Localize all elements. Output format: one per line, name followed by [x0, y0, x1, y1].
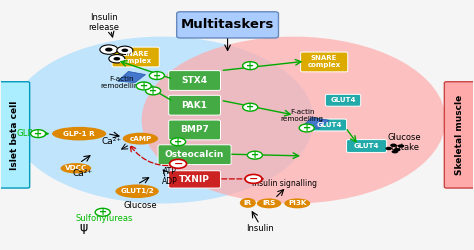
- Circle shape: [171, 138, 186, 146]
- Ellipse shape: [61, 163, 91, 173]
- Text: STX4: STX4: [182, 76, 208, 85]
- Circle shape: [247, 151, 263, 159]
- FancyBboxPatch shape: [311, 119, 346, 131]
- Circle shape: [170, 159, 187, 168]
- Text: IR: IR: [244, 200, 252, 206]
- Circle shape: [299, 124, 314, 132]
- Text: Ca²⁺: Ca²⁺: [73, 170, 92, 178]
- Text: F-actin
remodelling: F-actin remodelling: [281, 109, 324, 122]
- FancyBboxPatch shape: [444, 82, 474, 188]
- Circle shape: [394, 148, 401, 152]
- FancyBboxPatch shape: [169, 120, 220, 140]
- Text: Multitaskers: Multitaskers: [181, 18, 274, 31]
- Text: +: +: [251, 150, 259, 160]
- Text: GLUT4: GLUT4: [316, 122, 342, 128]
- Text: TXNIP: TXNIP: [179, 175, 210, 184]
- Polygon shape: [118, 72, 146, 83]
- Text: GLUT1/2: GLUT1/2: [120, 188, 154, 194]
- Ellipse shape: [284, 198, 310, 208]
- Circle shape: [31, 130, 46, 138]
- Text: GLP-1: GLP-1: [16, 129, 41, 138]
- Text: +: +: [153, 70, 161, 81]
- FancyBboxPatch shape: [177, 12, 278, 38]
- Text: Sulfonylureas: Sulfonylureas: [75, 214, 133, 223]
- FancyBboxPatch shape: [0, 82, 30, 188]
- FancyBboxPatch shape: [301, 52, 348, 72]
- Circle shape: [149, 72, 164, 80]
- Ellipse shape: [52, 127, 106, 140]
- Circle shape: [109, 54, 125, 63]
- Text: F-actin
remodelling: F-actin remodelling: [100, 76, 143, 89]
- Text: PAK1: PAK1: [182, 101, 208, 110]
- Text: +: +: [174, 137, 182, 147]
- Text: +: +: [99, 207, 107, 217]
- Text: +: +: [140, 81, 148, 91]
- Text: PI3K: PI3K: [288, 200, 307, 206]
- Ellipse shape: [240, 198, 256, 208]
- FancyBboxPatch shape: [169, 171, 220, 188]
- Text: VDCC: VDCC: [64, 165, 87, 171]
- Ellipse shape: [116, 184, 159, 198]
- Text: GLP-1 R: GLP-1 R: [64, 131, 95, 137]
- Ellipse shape: [9, 36, 314, 203]
- Text: Islet beta cell: Islet beta cell: [10, 100, 19, 170]
- FancyBboxPatch shape: [112, 47, 159, 67]
- Text: Glucose
uptake: Glucose uptake: [387, 133, 421, 152]
- Text: +: +: [246, 61, 254, 71]
- Text: Ca²⁺: Ca²⁺: [101, 137, 121, 146]
- Ellipse shape: [123, 133, 158, 144]
- Circle shape: [245, 174, 262, 183]
- Text: BMP7: BMP7: [180, 126, 209, 134]
- Polygon shape: [301, 117, 329, 128]
- Text: Skeletal muscle: Skeletal muscle: [455, 95, 464, 175]
- Text: Insulin: Insulin: [246, 224, 273, 233]
- Text: +: +: [303, 123, 311, 133]
- Circle shape: [117, 46, 133, 54]
- Circle shape: [398, 144, 404, 148]
- Circle shape: [113, 57, 120, 60]
- Ellipse shape: [257, 198, 281, 208]
- Circle shape: [95, 208, 110, 216]
- Circle shape: [146, 87, 161, 95]
- Circle shape: [243, 62, 258, 70]
- Text: ATP
ADP: ATP ADP: [162, 167, 178, 186]
- FancyBboxPatch shape: [325, 94, 361, 106]
- FancyBboxPatch shape: [169, 70, 220, 90]
- Text: SNARE
complex: SNARE complex: [308, 56, 341, 68]
- Circle shape: [136, 82, 151, 90]
- Circle shape: [243, 103, 258, 111]
- FancyBboxPatch shape: [169, 95, 220, 115]
- Text: SNARE
complex: SNARE complex: [119, 50, 152, 64]
- Text: ψ: ψ: [80, 221, 88, 234]
- Circle shape: [392, 150, 398, 154]
- Text: Glucose: Glucose: [124, 201, 157, 210]
- Text: +: +: [34, 129, 42, 139]
- Text: IRS: IRS: [262, 200, 276, 206]
- Ellipse shape: [142, 36, 446, 203]
- Text: −: −: [249, 174, 258, 184]
- Text: Insulin signalling: Insulin signalling: [252, 179, 317, 188]
- Text: +: +: [246, 102, 254, 112]
- Circle shape: [105, 48, 113, 52]
- Text: GLUT4: GLUT4: [354, 143, 379, 149]
- FancyBboxPatch shape: [346, 140, 387, 152]
- Text: −: −: [173, 159, 183, 169]
- Text: cAMP: cAMP: [129, 136, 152, 141]
- Circle shape: [100, 45, 118, 54]
- Text: +: +: [149, 86, 157, 96]
- Text: GLUT4: GLUT4: [330, 97, 356, 103]
- Text: Insulin
release: Insulin release: [89, 13, 119, 32]
- Circle shape: [121, 48, 128, 52]
- FancyBboxPatch shape: [158, 145, 231, 165]
- Circle shape: [385, 147, 392, 150]
- Circle shape: [390, 144, 397, 147]
- Text: Osteocalcin: Osteocalcin: [165, 150, 224, 159]
